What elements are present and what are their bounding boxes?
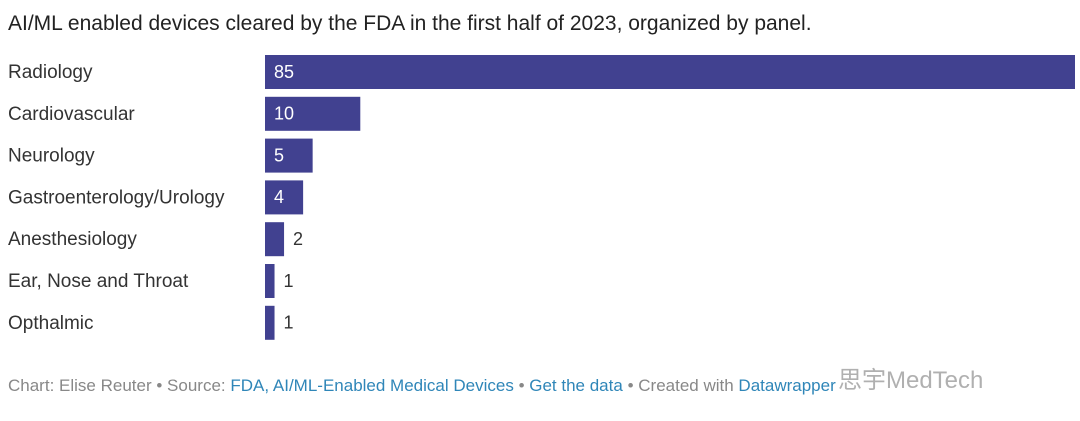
bar [265, 222, 285, 257]
value-label: 85 [274, 62, 294, 82]
data-link[interactable]: Get the data [529, 376, 623, 395]
footer: Chart: Elise Reuter • Source: FDA, AI/ML… [8, 376, 836, 396]
bar [265, 96, 361, 131]
bar [265, 264, 275, 298]
value-label: 10 [274, 104, 294, 124]
byline: Chart: Elise Reuter [8, 376, 152, 395]
source-label: Source: [167, 376, 226, 395]
category-label: Anesthesiology [8, 229, 137, 250]
separator: • [156, 376, 163, 395]
value-label: 1 [284, 313, 294, 333]
separator: • [627, 376, 634, 395]
bar [265, 138, 313, 173]
chart: AI/ML enabled devices cleared by the FDA… [8, 12, 1075, 340]
bar [265, 305, 275, 340]
source-link[interactable]: FDA, AI/ML-Enabled Medical Devices [230, 376, 514, 395]
tool-link[interactable]: Datawrapper [738, 376, 836, 395]
bar [265, 55, 1075, 89]
category-label: Gastroenterology/Urology [8, 187, 225, 208]
value-label: 2 [293, 229, 303, 249]
category-label: Radiology [8, 62, 93, 83]
category-label: Neurology [8, 146, 95, 167]
value-label: 1 [284, 271, 294, 291]
chart-title: AI/ML enabled devices cleared by the FDA… [8, 12, 812, 35]
bar [265, 180, 304, 215]
category-label: Cardiovascular [8, 104, 135, 125]
separator: • [518, 376, 525, 395]
value-label: 5 [274, 145, 284, 165]
category-label: Opthalmic [8, 313, 94, 334]
category-label: Ear, Nose and Throat [8, 271, 189, 292]
watermark: 思宇MedTech [838, 367, 984, 394]
created-label: Created with [638, 376, 734, 395]
value-label: 4 [274, 187, 284, 207]
